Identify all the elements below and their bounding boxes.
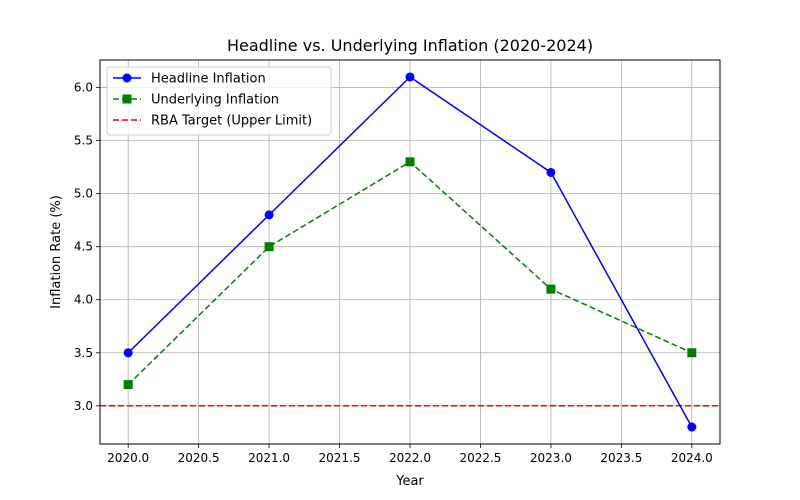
y-tick-label: 4.5 (74, 240, 93, 254)
legend: Headline Inflation Underlying Inflation RB… (106, 66, 332, 136)
headline-inflation-point (123, 348, 133, 358)
x-tick-label: 2023.0 (530, 451, 572, 465)
headline-inflation-series (123, 72, 697, 432)
y-tick-label: 3.5 (74, 346, 93, 360)
legend-box (106, 66, 332, 136)
y-tick-label: 4.0 (74, 293, 93, 307)
y-axis-title: Inflation Rate (%) (49, 195, 64, 309)
x-tick-label: 2021.0 (248, 451, 290, 465)
y-axis-ticks: 3.0 3.5 4.0 4.5 5.0 5.5 6.0 (74, 81, 100, 413)
y-tick-label: 6.0 (74, 81, 93, 95)
x-tick-label: 2020.0 (107, 451, 149, 465)
headline-inflation-point (264, 210, 274, 220)
underlying-inflation-point (264, 242, 274, 252)
x-axis-title: Year (395, 474, 424, 489)
y-tick-label: 3.0 (74, 399, 93, 413)
chart-title: Headline vs. Underlying Inflation (2020-… (227, 36, 593, 55)
underlying-inflation-point (687, 348, 697, 358)
underlying-inflation-point (546, 284, 556, 294)
x-tick-label: 2021.5 (319, 451, 361, 465)
x-tick-label: 2020.5 (178, 451, 220, 465)
headline-inflation-point (405, 72, 415, 82)
underlying-inflation-point (405, 157, 415, 167)
headline-inflation-point (546, 167, 556, 177)
legend-label: Headline Inflation (151, 72, 266, 87)
y-tick-label: 5.0 (74, 187, 93, 201)
legend-marker (122, 94, 132, 104)
series-layer (123, 72, 697, 432)
legend-marker (122, 73, 132, 83)
headline-inflation-point (687, 422, 697, 432)
x-axis-ticks: 2020.0 2020.5 2021.0 2021.5 2022.0 2022.5 2023… (107, 444, 713, 465)
underlying-inflation-point (123, 380, 133, 390)
y-tick-label: 5.5 (74, 134, 93, 148)
x-tick-label: 2023.5 (600, 451, 642, 465)
x-tick-label: 2022.5 (459, 451, 501, 465)
legend-label: RBA Target (Upper Limit) (151, 114, 312, 129)
underlying-inflation-series (123, 157, 697, 390)
legend-label: Underlying Inflation (151, 93, 279, 108)
x-tick-label: 2024.0 (671, 451, 713, 465)
x-tick-label: 2022.0 (389, 451, 431, 465)
